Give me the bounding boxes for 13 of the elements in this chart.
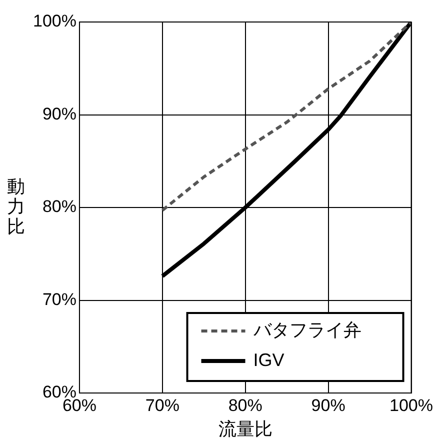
y-tick-label: 100% [32, 12, 76, 31]
y-tick-label: 90% [42, 104, 76, 124]
y-axis-title: 動力比 [7, 176, 25, 236]
legend-label: IGV [253, 350, 284, 370]
x-tick-label: 70% [145, 396, 180, 415]
x-tick-label: 80% [228, 396, 262, 415]
line-series [160, 22, 412, 212]
x-tick-label: 100% [390, 396, 433, 415]
y-tick-label: 80% [42, 197, 76, 216]
y-tick-label: 70% [42, 290, 76, 309]
legend-label: バタフライ弁 [252, 320, 362, 340]
x-axis-title: 流量比 [218, 419, 272, 440]
x-tick-label: 90% [311, 396, 346, 415]
